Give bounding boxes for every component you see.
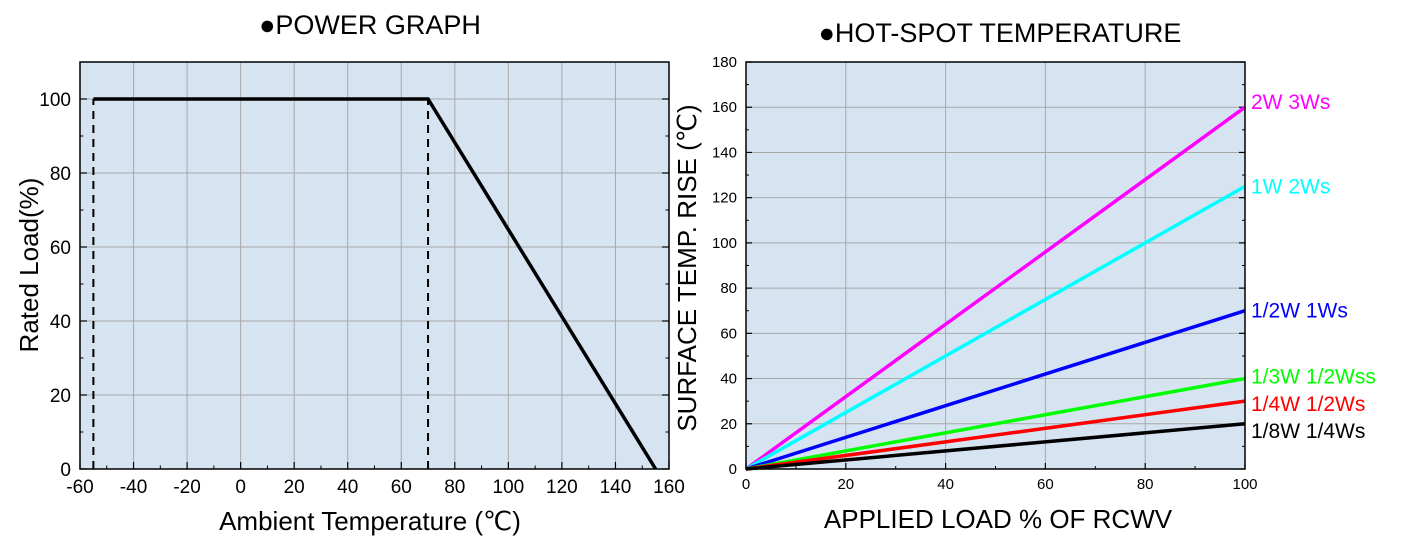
series-label: 1/4W 1/2Ws [1251,393,1365,416]
hot-spot-frame [745,61,1246,470]
power-graph-y-axis-title: Rated Load(%) [14,178,44,353]
series-label: 1/3W 1/2Wss [1251,366,1376,389]
power-graph-x-tick-labels: -60 -40 -20 0 20 40 60 80 100 120 140 160 [66,477,685,498]
y-tick-label: 80 [50,164,71,185]
y-tick-label: 120 [712,190,737,207]
y-tick-label: 20 [720,416,737,433]
series-line [745,184,1246,471]
power-graph-x-axis-title: Ambient Temperature (℃) [219,506,521,536]
x-tick-label: 100 [1232,476,1257,493]
hot-spot-title: ●HOT-SPOT TEMPERATURE [819,18,1182,48]
series-line [93,97,658,470]
y-tick-label: 20 [50,386,71,407]
x-tick-label: 80 [1137,476,1154,493]
x-tick-label: 40 [937,476,954,493]
series-line [744,105,1247,471]
x-tick-label: 100 [493,477,525,498]
hot-spot-temperature-graph: ●HOT-SPOT TEMPERATURE 0 20 40 60 80 100 0 20 40… [672,18,1376,534]
power-graph-title: ●POWER GRAPH [259,10,481,40]
x-tick-label: 60 [1037,476,1054,493]
hot-spot-series-labels: 2W 3Ws 1W 2Ws 1/2W 1Ws 1/3W 1/2Wss 1/4W 1/2W… [1251,91,1376,443]
y-tick-label: 0 [60,460,71,481]
y-tick-label: 60 [720,325,737,342]
series-line [745,376,1246,471]
power-graph-reference-lines [92,99,430,469]
x-tick-label: -60 [66,477,93,498]
power-graph-y-tick-labels: 0 20 40 60 80 100 [39,90,71,481]
hot-spot-x-tick-labels: 0 20 40 60 80 100 [742,476,1258,493]
y-tick-label: 160 [712,99,737,116]
series-label: 1/8W 1/4Ws [1251,420,1365,443]
y-tick-label: 0 [729,461,737,478]
power-graph-series [93,97,658,470]
x-tick-label: 160 [653,477,685,498]
power-graph-plot-area [80,62,669,469]
y-tick-label: 40 [720,371,737,388]
y-tick-label: 100 [712,235,737,252]
series-label: 1/2W 1Ws [1251,300,1348,323]
x-tick-label: 120 [546,477,578,498]
y-tick-label: 60 [50,238,71,259]
y-tick-label: 140 [712,144,737,161]
x-tick-label: -20 [173,477,200,498]
power-graph: ●POWER GRAPH -60 -40 -20 0 20 40 60 80 100 120 140… [14,10,685,536]
series-line [745,422,1246,471]
hot-spot-series [744,105,1247,471]
x-tick-label: 20 [837,476,854,493]
power-graph-frame [79,61,670,470]
y-tick-label: 80 [720,280,737,297]
series-label: 2W 3Ws [1251,91,1330,114]
series-line [745,399,1246,471]
y-tick-label: 40 [50,312,71,333]
hot-spot-x-axis-title: APPLIED LOAD % OF RCWV [824,504,1173,534]
series-line [745,309,1246,471]
y-tick-label: 180 [712,54,737,71]
x-tick-label: 140 [600,477,632,498]
series-label: 1W 2Ws [1251,175,1330,198]
y-tick-label: 100 [39,90,71,111]
x-tick-label: 0 [742,476,750,493]
x-tick-label: -40 [120,477,147,498]
hot-spot-y-tick-labels: 0 20 40 60 80 100 120 140 160 180 [712,54,737,478]
x-tick-label: 40 [337,477,358,498]
x-tick-label: 20 [284,477,305,498]
hot-spot-y-axis-title: SURFACE TEMP. RISE (℃) [672,104,702,431]
x-tick-label: 0 [235,477,246,498]
x-tick-label: 80 [444,477,465,498]
hot-spot-plot-area [746,62,1245,469]
x-tick-label: 60 [391,477,412,498]
